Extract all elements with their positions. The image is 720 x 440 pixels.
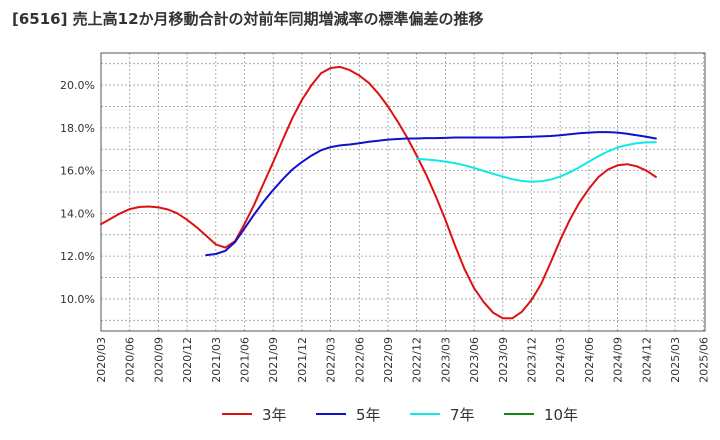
x-tick-label: 2023/06: [468, 337, 481, 383]
x-tick-label: 2021/03: [210, 337, 223, 383]
legend-swatch-10y: [504, 413, 534, 415]
legend-label-5y: 5年: [356, 405, 381, 424]
legend-label-10y: 10年: [544, 405, 579, 424]
x-tick-label: 2023/09: [497, 337, 510, 383]
y-tick-label: 16.0%: [60, 165, 95, 178]
x-tick-label: 2021/09: [267, 337, 280, 383]
x-tick-label: 2020/03: [95, 337, 108, 383]
legend: 3年 5年 7年 10年: [0, 400, 720, 430]
x-tick-label: 2022/06: [353, 337, 366, 383]
plot-border: [100, 52, 706, 332]
series-line-3: [415, 141, 657, 183]
x-tick-label: 2025/06: [698, 337, 711, 383]
x-axis-ticks: 2020/03 2020/06 2020/09 2020/12 2021/03 2021/…: [95, 337, 711, 383]
x-tick-label: 2020/12: [181, 337, 194, 383]
x-tick-label: 2024/09: [612, 337, 625, 383]
x-tick-label: 2024/06: [583, 337, 596, 383]
y-tick-label: 10.0%: [60, 293, 95, 306]
legend-item-3y: 3年: [222, 400, 287, 428]
x-tick-label: 2025/03: [669, 337, 682, 383]
x-tick-label: 2024/12: [640, 337, 653, 383]
line-chart: 10.0%12.0%14.0%16.0%18.0%20.0% 2020/03 20…: [60, 52, 711, 383]
series-lines: [100, 65, 657, 320]
legend-swatch-7y: [410, 413, 440, 415]
y-tick-label: 20.0%: [60, 79, 95, 92]
x-tick-label: 2022/03: [325, 337, 338, 383]
grid-lines: [100, 53, 705, 331]
y-tick-label: 14.0%: [60, 207, 95, 220]
x-tick-label: 2022/12: [411, 337, 424, 383]
x-tick-label: 2024/03: [554, 337, 567, 383]
x-tick-label: 2023/12: [526, 337, 539, 383]
y-tick-label: 12.0%: [60, 250, 95, 263]
series-line-1: [100, 65, 657, 320]
x-tick-label: 2022/09: [382, 337, 395, 383]
legend-item-5y: 5年: [316, 400, 381, 428]
legend-label-3y: 3年: [262, 405, 287, 424]
legend-item-10y: 10年: [504, 400, 578, 428]
legend-swatch-3y: [222, 413, 252, 415]
x-tick-label: 2020/06: [124, 337, 137, 383]
x-tick-label: 2023/03: [439, 337, 452, 383]
legend-swatch-5y: [316, 413, 346, 415]
x-tick-label: 2020/09: [152, 337, 165, 383]
series-line-2: [205, 131, 657, 257]
x-tick-label: 2021/06: [239, 337, 252, 383]
legend-item-7y: 7年: [410, 400, 475, 428]
x-tick-label: 2021/12: [296, 337, 309, 383]
chart-title: [6516] 売上高12か月移動合計の対前年同期増減率の標準偏差の推移: [12, 10, 484, 28]
y-tick-label: 18.0%: [60, 122, 95, 135]
y-axis-ticks: 10.0% 12.0% 14.0% 16.0% 18.0% 20.0%: [60, 79, 95, 306]
legend-label-7y: 7年: [450, 405, 475, 424]
